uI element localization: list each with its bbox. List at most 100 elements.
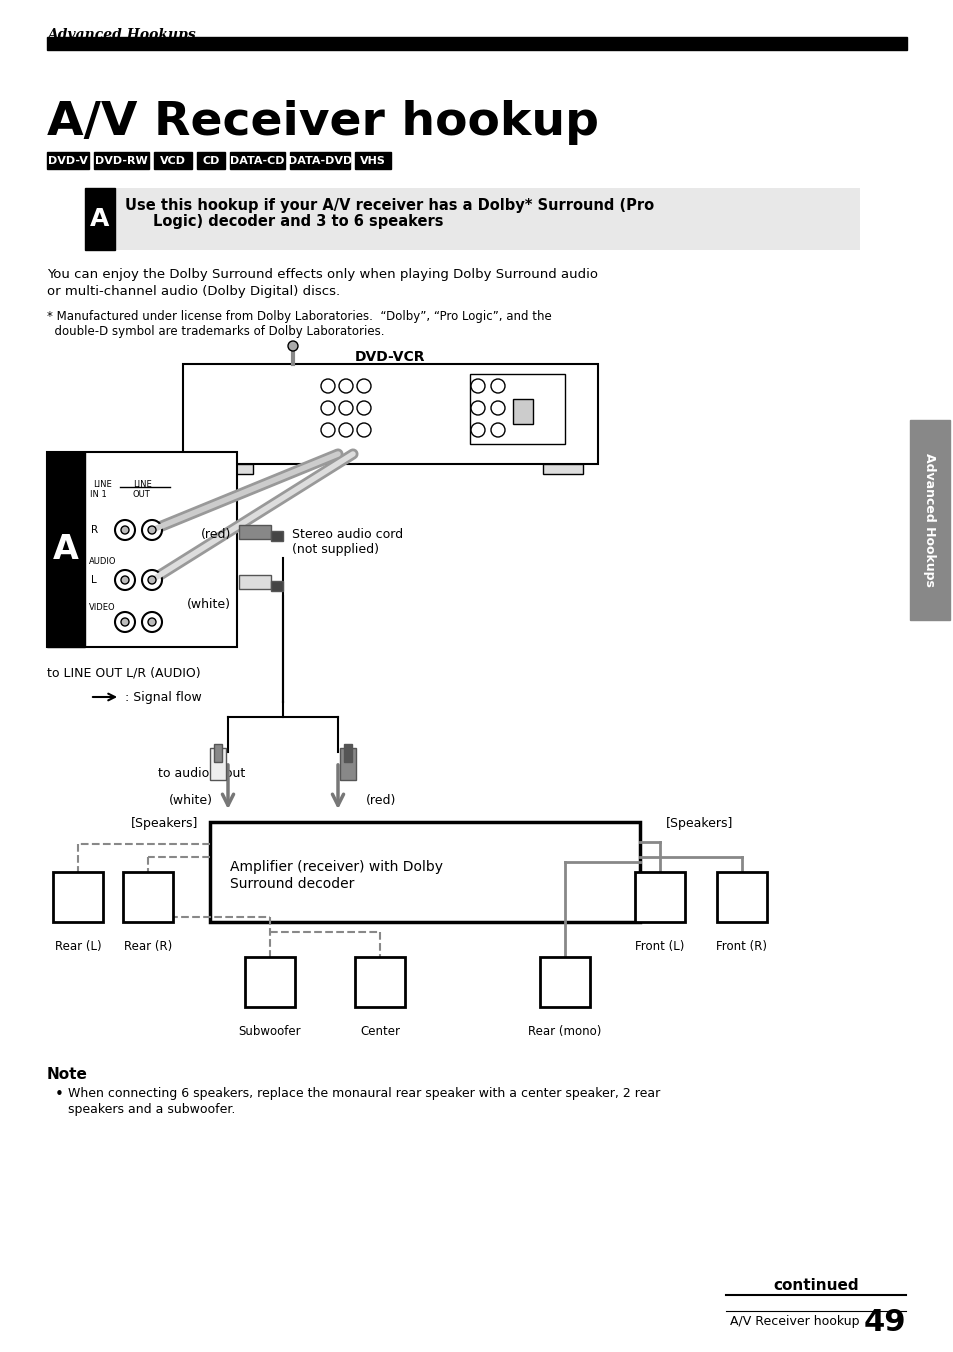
Text: * Manufactured under license from Dolby Laboratories.  “Dolby”, “Pro Logic”, and: * Manufactured under license from Dolby … (47, 310, 551, 323)
Circle shape (471, 379, 484, 393)
Bar (47, 452, 85, 648)
Bar (213, 744, 222, 763)
Text: LINE: LINE (92, 480, 112, 489)
Text: LINE: LINE (132, 480, 152, 489)
Bar (539, 957, 589, 1007)
Bar (47, 452, 236, 648)
Bar (196, 151, 225, 169)
Text: Front (R): Front (R) (716, 940, 767, 953)
Bar (94, 151, 149, 169)
Text: CD: CD (202, 155, 219, 165)
Bar (85, 188, 115, 250)
Text: 49: 49 (862, 1307, 905, 1337)
Circle shape (142, 521, 162, 539)
Text: Rear (mono): Rear (mono) (528, 1025, 601, 1038)
Circle shape (148, 576, 156, 584)
Text: double-D symbol are trademarks of Dolby Laboratories.: double-D symbol are trademarks of Dolby … (47, 324, 384, 338)
Text: VCD: VCD (160, 155, 186, 165)
Text: VIDEO: VIDEO (89, 603, 115, 611)
Bar (47, 37, 906, 50)
Circle shape (356, 379, 371, 393)
Bar (213, 464, 253, 475)
Bar (210, 748, 226, 780)
Text: OUT: OUT (132, 489, 151, 499)
Circle shape (121, 526, 129, 534)
Text: (not supplied): (not supplied) (292, 544, 378, 556)
Circle shape (115, 521, 135, 539)
Circle shape (115, 612, 135, 631)
Text: R: R (91, 525, 98, 535)
Text: A: A (53, 533, 79, 566)
Text: AUDIO: AUDIO (89, 557, 116, 566)
Circle shape (142, 571, 162, 589)
Bar (542, 464, 582, 475)
Circle shape (471, 423, 484, 437)
Text: (red): (red) (200, 529, 231, 541)
Bar (47, 151, 89, 169)
Bar (210, 822, 639, 922)
Circle shape (148, 618, 156, 626)
Circle shape (121, 576, 129, 584)
Circle shape (320, 379, 335, 393)
Circle shape (320, 423, 335, 437)
Circle shape (356, 423, 371, 437)
Bar (470, 375, 564, 443)
Bar (344, 744, 352, 763)
Bar (513, 399, 533, 425)
Text: Subwoofer: Subwoofer (238, 1025, 301, 1038)
Text: DATA-DVD: DATA-DVD (288, 155, 352, 165)
Text: A: A (91, 207, 110, 231)
Bar (53, 872, 103, 922)
Text: Rear (R): Rear (R) (124, 940, 172, 953)
Text: to audio input: to audio input (158, 767, 245, 780)
Text: When connecting 6 speakers, replace the monaural rear speaker with a center spea: When connecting 6 speakers, replace the … (68, 1087, 659, 1101)
Text: Amplifier (receiver) with Dolby: Amplifier (receiver) with Dolby (230, 860, 442, 873)
Text: Advanced Hookups: Advanced Hookups (923, 453, 936, 587)
Bar (271, 531, 283, 541)
Text: speakers and a subwoofer.: speakers and a subwoofer. (68, 1103, 235, 1115)
Text: You can enjoy the Dolby Surround effects only when playing Dolby Surround audio: You can enjoy the Dolby Surround effects… (47, 268, 598, 281)
Text: Stereo audio cord: Stereo audio cord (292, 529, 403, 541)
Circle shape (320, 402, 335, 415)
Circle shape (115, 571, 135, 589)
Text: L: L (91, 575, 96, 585)
Text: Logic) decoder and 3 to 6 speakers: Logic) decoder and 3 to 6 speakers (152, 214, 443, 228)
Circle shape (338, 423, 353, 437)
Text: (white): (white) (187, 598, 231, 611)
Text: DVD-RW: DVD-RW (95, 155, 148, 165)
Text: : Signal flow: : Signal flow (125, 691, 201, 703)
Text: Front (L): Front (L) (635, 940, 684, 953)
Text: (red): (red) (366, 794, 395, 807)
Text: or multi-channel audio (Dolby Digital) discs.: or multi-channel audio (Dolby Digital) d… (47, 285, 340, 297)
Bar (355, 151, 391, 169)
Circle shape (491, 402, 504, 415)
Circle shape (491, 423, 504, 437)
Circle shape (142, 612, 162, 631)
Text: A/V Receiver hookup: A/V Receiver hookup (729, 1315, 859, 1328)
Text: Rear (L): Rear (L) (54, 940, 101, 953)
Text: [Speakers]: [Speakers] (665, 817, 733, 830)
Circle shape (288, 341, 297, 352)
Circle shape (338, 402, 353, 415)
Text: IN 1: IN 1 (90, 489, 107, 499)
Text: to LINE OUT L/R (AUDIO): to LINE OUT L/R (AUDIO) (47, 667, 200, 680)
Bar (271, 581, 283, 591)
Bar (909, 420, 949, 621)
Bar (290, 151, 350, 169)
Text: Center: Center (359, 1025, 399, 1038)
Text: Note: Note (47, 1067, 88, 1082)
Text: VHS: VHS (359, 155, 386, 165)
Text: continued: continued (772, 1278, 858, 1293)
Circle shape (491, 379, 504, 393)
Circle shape (148, 526, 156, 534)
Text: [Speakers]: [Speakers] (132, 817, 198, 830)
Text: DATA-CD: DATA-CD (230, 155, 284, 165)
Text: •: • (55, 1087, 64, 1102)
Bar (635, 872, 684, 922)
Text: Use this hookup if your A/V receiver has a Dolby* Surround (Pro: Use this hookup if your A/V receiver has… (125, 197, 654, 214)
Text: (white): (white) (169, 794, 213, 807)
Text: DVD-VCR: DVD-VCR (355, 350, 425, 364)
Bar (183, 364, 598, 464)
Bar (239, 525, 271, 539)
Bar (355, 957, 405, 1007)
